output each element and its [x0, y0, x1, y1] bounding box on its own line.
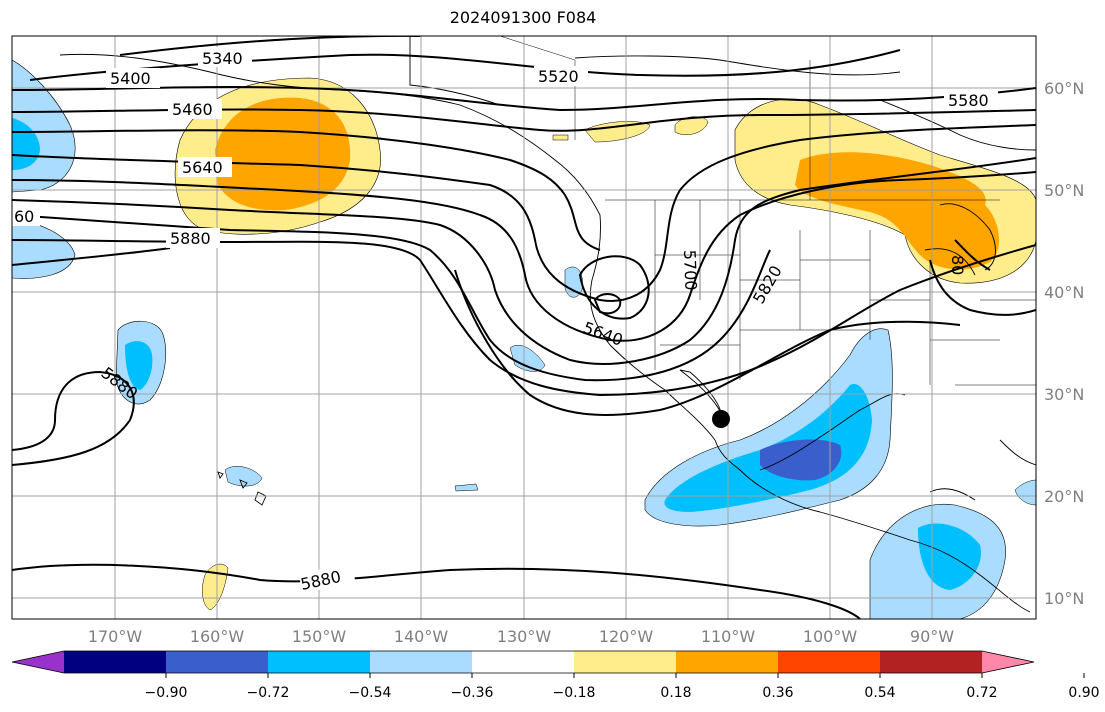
lon-label: 150°W: [292, 627, 347, 646]
map-title: 2024091300 F084: [449, 8, 597, 27]
lat-label: 60°N: [1044, 79, 1084, 98]
lat-label: 20°N: [1044, 487, 1084, 506]
colorbar-segment: [676, 651, 779, 673]
colorbar-segment: [370, 651, 473, 673]
colorbar-segment: [778, 651, 881, 673]
lat-label: 40°N: [1044, 283, 1084, 302]
contour-label: 5400: [110, 69, 151, 88]
colorbar-segment: [574, 651, 677, 673]
contour-label: 80: [948, 255, 967, 275]
lon-label: 160°W: [190, 627, 245, 646]
lat-label: 10°N: [1044, 589, 1084, 608]
lon-label: 100°W: [803, 627, 858, 646]
lon-label: 170°W: [88, 627, 143, 646]
colorbar-extend-low: [12, 651, 64, 673]
colorbar-tick-labels: −0.90 −0.72 −0.54 −0.36 −0.18 0.18 0.36 0.54 0.7…: [145, 673, 1100, 701]
colorbar-tick-label: 0.18: [660, 685, 691, 701]
positive-anomaly-region: [202, 563, 229, 611]
negative-anomaly-strong-core: [760, 439, 842, 481]
positive-anomaly-region: [552, 134, 569, 141]
colorbar-tick-label: −0.72: [247, 685, 290, 701]
colorbar-tick-label: 0.90: [1068, 685, 1099, 701]
contour-label: 60: [14, 207, 34, 226]
longitude-labels: 170°W 160°W 150°W 140°W 130°W 120°W 110°…: [88, 627, 954, 646]
map-area: 5340 5400 5460 5520 5580 5640 60 5880 58…: [12, 36, 1036, 619]
negative-anomaly-region: [509, 344, 546, 372]
colorbar-segment: [268, 651, 371, 673]
gridlines: [12, 36, 1036, 619]
anomaly-fills: [12, 59, 1036, 619]
colorbar-tick-label: 0.36: [762, 685, 793, 701]
lat-label: 30°N: [1044, 385, 1084, 404]
lon-label: 140°W: [394, 627, 449, 646]
positive-anomaly-core: [215, 97, 351, 211]
lon-label: 120°W: [599, 627, 654, 646]
negative-anomaly-core: [125, 341, 153, 390]
location-marker: [712, 410, 730, 428]
contour-label: 5520: [538, 67, 579, 86]
positive-anomaly-core: [795, 152, 1000, 270]
contour-label: 5640: [182, 158, 223, 177]
colorbar-tick-label: −0.18: [553, 685, 596, 701]
positive-anomaly-region: [584, 121, 651, 143]
negative-anomaly-region: [1014, 479, 1036, 506]
colorbar-segment: [64, 651, 167, 673]
contour-label: 5580: [948, 91, 989, 110]
colorbar: [11, 650, 1035, 674]
negative-anomaly-region: [224, 466, 263, 487]
negative-anomaly-core: [918, 523, 981, 590]
colorbar-outline: [11, 650, 1035, 674]
colorbar-segment: [472, 651, 575, 673]
colorbar-tick-label: −0.36: [451, 685, 494, 701]
lon-label: 90°W: [910, 627, 954, 646]
colorbar-segment: [166, 651, 269, 673]
lat-label: 50°N: [1044, 181, 1084, 200]
colorbar-tick-label: 0.54: [864, 685, 895, 701]
colorbar-tick-label: −0.54: [349, 685, 392, 701]
lon-label: 130°W: [497, 627, 552, 646]
colorbar-extend-high: [982, 651, 1034, 673]
latitude-labels: 60°N 50°N 40°N 30°N 20°N 10°N: [1044, 79, 1084, 608]
colorbar-tick-label: −0.90: [145, 685, 188, 701]
contour-label: 5880: [170, 229, 211, 248]
negative-anomaly-region: [564, 266, 583, 298]
negative-anomaly-region: [454, 483, 479, 492]
contour-label: 5460: [172, 100, 213, 119]
colorbar-segment: [880, 651, 983, 673]
lon-label: 110°W: [701, 627, 756, 646]
contour-label: 5700: [680, 249, 700, 290]
colorbar-tick-label: 0.72: [966, 685, 997, 701]
contour-label: 5340: [202, 49, 243, 68]
map-frame: [11, 35, 1037, 620]
